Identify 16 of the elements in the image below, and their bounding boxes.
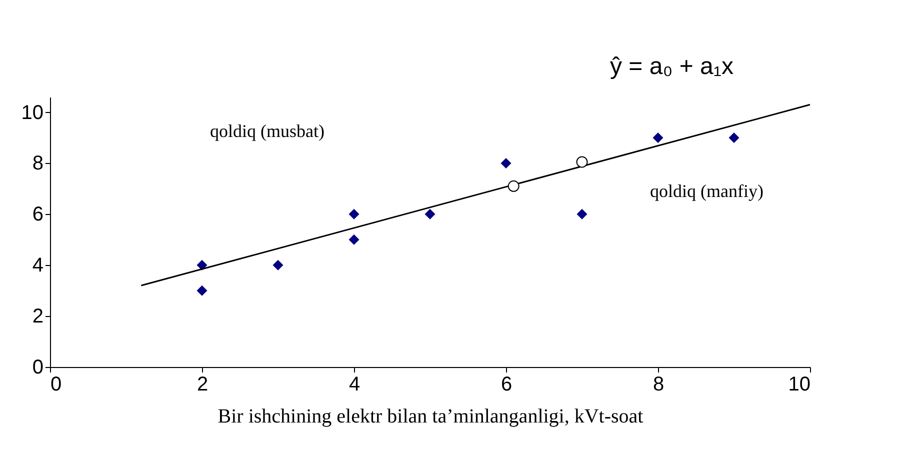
y-tick-label: 0 [32,356,44,378]
x-tick-label: 10 [788,374,810,396]
x-tick-label: 8 [652,374,664,396]
x-axis-title: Bir ishchining elektr bilan ta’minlanganligi, kVt-soat [218,406,644,428]
y-tick-label: 10 [21,102,44,124]
x-tick-label: 0 [50,374,62,396]
annotation: qoldiq (musbat) [210,121,324,141]
y-tick-label: 2 [32,306,44,328]
annotation: qoldiq (manfiy) [650,181,764,201]
x-tick-label: 4 [348,374,360,396]
y-tick-label: 6 [32,204,44,226]
y-tick-label: 4 [32,254,44,277]
x-tick-label: 2 [196,374,208,396]
y-tick-label: 8 [32,152,44,175]
text: ŷ = a₀ + a₁x [610,53,734,80]
x-tick-label: 6 [500,374,512,396]
